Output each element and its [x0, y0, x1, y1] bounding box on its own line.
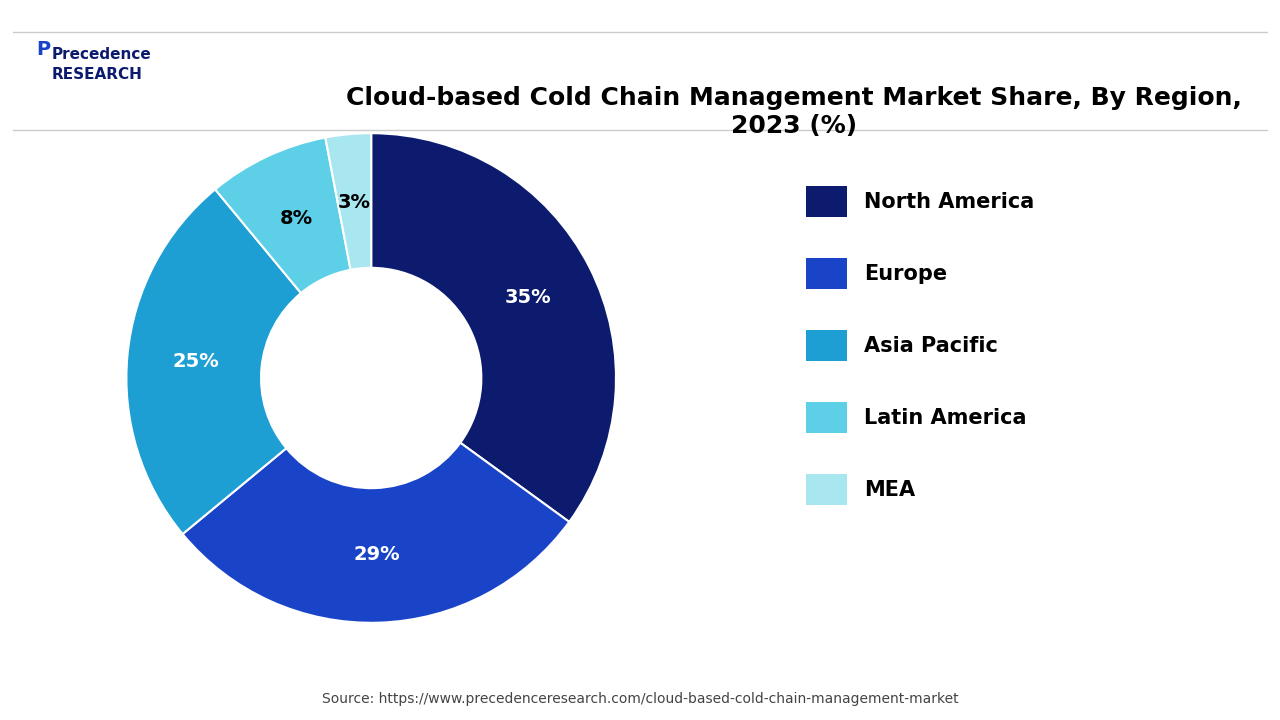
Text: Source: https://www.precedenceresearch.com/cloud-based-cold-chain-management-mar: Source: https://www.precedenceresearch.c…	[321, 692, 959, 706]
Text: Europe: Europe	[864, 264, 947, 284]
Text: Precedence
RESEARCH: Precedence RESEARCH	[51, 47, 151, 81]
Text: 29%: 29%	[353, 544, 401, 564]
Text: Cloud-based Cold Chain Management Market Share, By Region,
2023 (%): Cloud-based Cold Chain Management Market…	[346, 86, 1242, 138]
Circle shape	[261, 268, 481, 488]
Wedge shape	[127, 189, 301, 534]
Text: 35%: 35%	[504, 289, 552, 307]
Wedge shape	[183, 443, 570, 623]
Text: North America: North America	[864, 192, 1034, 212]
Wedge shape	[325, 133, 371, 270]
Wedge shape	[371, 133, 616, 522]
Text: 3%: 3%	[338, 193, 371, 212]
Wedge shape	[215, 138, 351, 293]
Text: Asia Pacific: Asia Pacific	[864, 336, 998, 356]
Text: Latin America: Latin America	[864, 408, 1027, 428]
Text: MEA: MEA	[864, 480, 915, 500]
Text: 8%: 8%	[279, 209, 312, 228]
Text: P: P	[36, 40, 50, 58]
Text: 25%: 25%	[173, 352, 219, 371]
